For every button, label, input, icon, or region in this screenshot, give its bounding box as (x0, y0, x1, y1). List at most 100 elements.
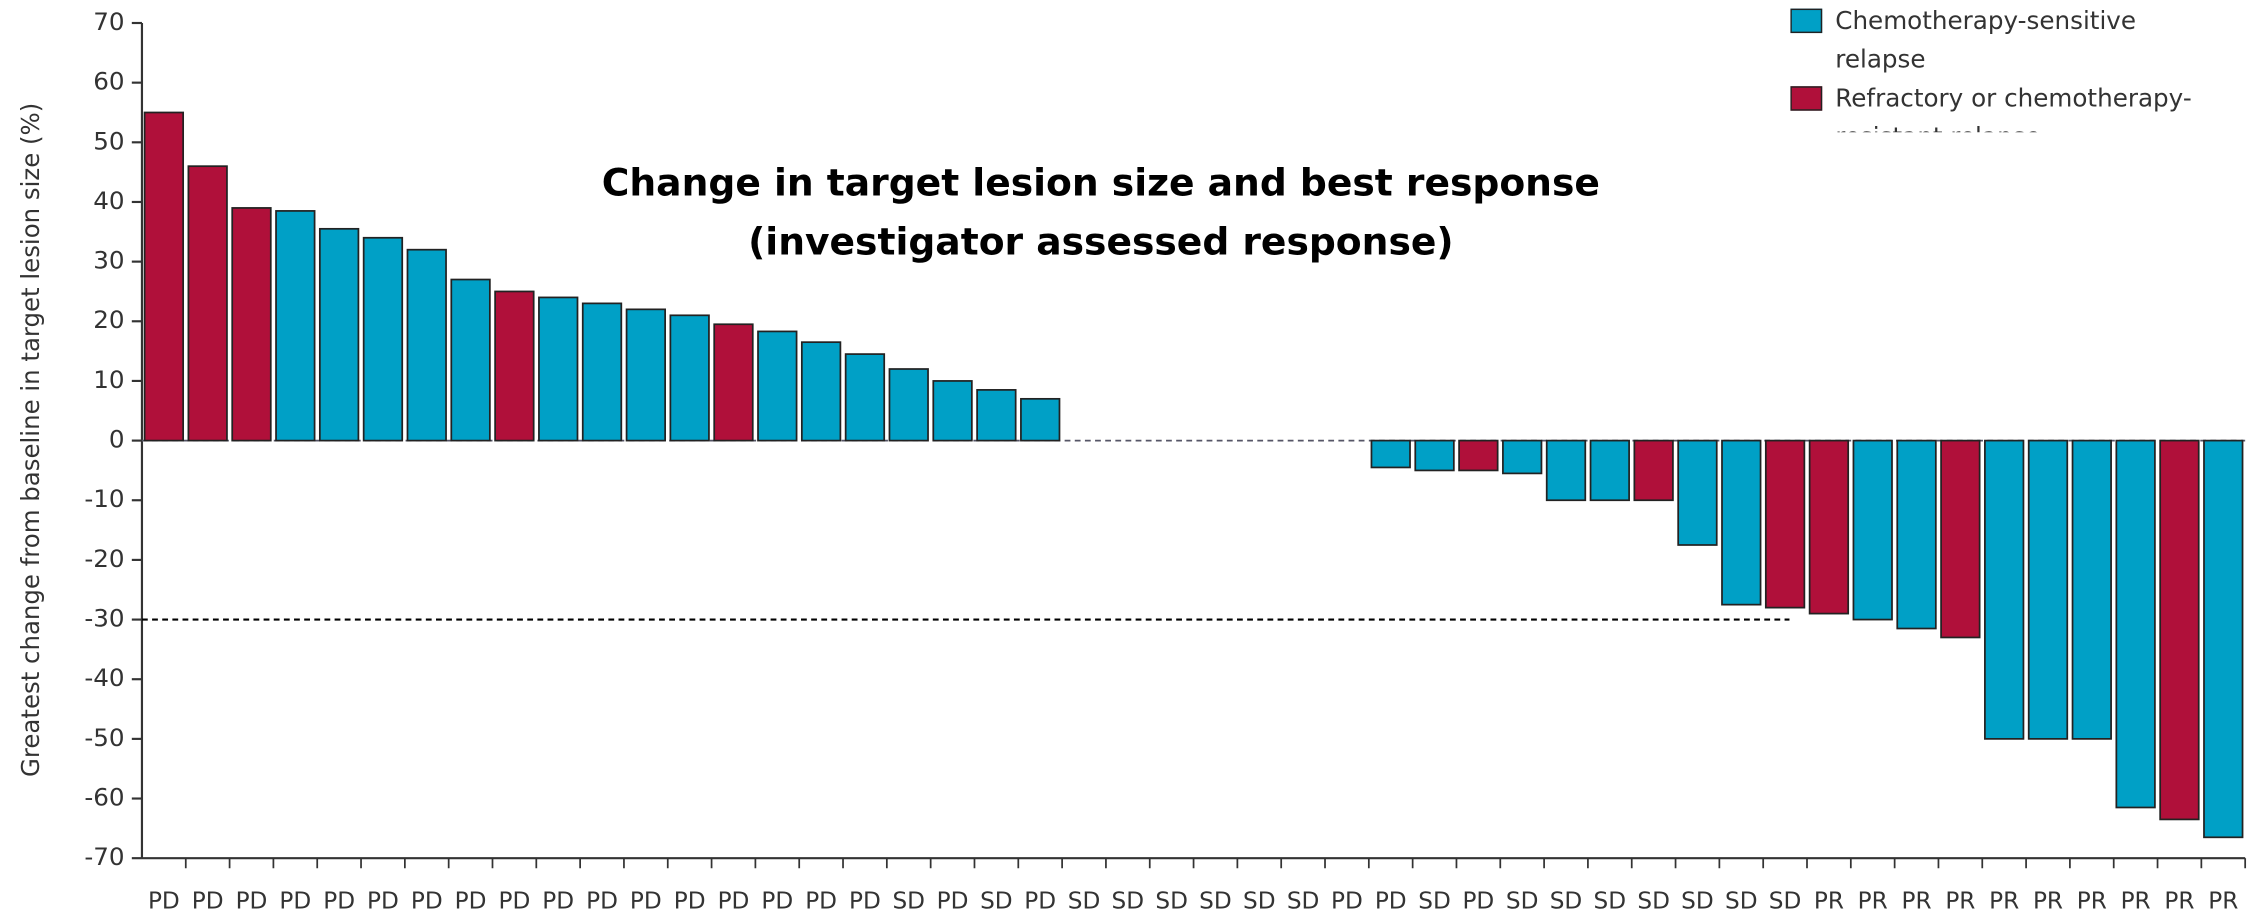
legend-item: Chemotherapy-sensitive relapse (1790, 3, 2254, 81)
x-tick-label: PD (1024, 889, 1056, 915)
x-tick-label: PD (761, 889, 793, 915)
bar (406, 248, 447, 442)
x-tick-label: PR (1945, 889, 1975, 915)
bar (362, 236, 404, 442)
x-tick-label: SD (980, 889, 1013, 915)
x-tick-label: PR (2077, 889, 2107, 915)
bar (1808, 439, 1850, 615)
x-tick-label: PD (849, 889, 881, 915)
bar (757, 330, 798, 442)
x-tick-label: PR (2164, 889, 2194, 915)
bar (187, 165, 228, 442)
bar (1852, 439, 1893, 621)
bar (1545, 439, 1587, 502)
bar (713, 323, 754, 442)
y-tick-label: -50 (84, 723, 124, 752)
y-tick-label: -30 (84, 604, 124, 633)
bar (1414, 439, 1455, 472)
x-tick-label: SD (1637, 889, 1670, 915)
y-tick-label: 60 (93, 67, 124, 96)
bar (1940, 439, 1981, 639)
bar (1721, 439, 1762, 606)
y-tick-label: 30 (93, 246, 124, 275)
x-tick-label: PD (805, 889, 837, 915)
bar (844, 353, 886, 442)
x-tick-label: SD (1199, 889, 1232, 915)
y-tick-label: -70 (84, 842, 124, 871)
bar (318, 227, 360, 442)
x-tick-label: SD (1155, 889, 1188, 915)
bar (800, 341, 842, 442)
x-tick-label: PR (1989, 889, 2019, 915)
x-tick-label: PD (498, 889, 530, 915)
legend-swatch (1790, 86, 1823, 111)
bar (932, 380, 973, 442)
x-tick-label: PR (1858, 889, 1888, 915)
x-tick-label: SD (1594, 889, 1627, 915)
x-tick-label: SD (1112, 889, 1145, 915)
y-tick-label: -60 (84, 783, 124, 812)
bar (2203, 439, 2244, 839)
x-tick-label: PD (542, 889, 574, 915)
x-tick-label: PR (2033, 889, 2063, 915)
bar (581, 302, 623, 442)
x-tick-label: SD (1506, 889, 1539, 915)
bar (231, 207, 272, 442)
y-axis-label: Greatest change from baseline in target … (16, 103, 45, 777)
x-tick-label: PD (192, 889, 224, 915)
x-tick-label: PR (2121, 889, 2151, 915)
bar (1633, 439, 1674, 502)
x-tick-label: PD (718, 889, 750, 915)
bar (143, 111, 185, 442)
x-tick-label: PD (1375, 889, 1407, 915)
bar (976, 389, 1017, 442)
x-tick-label: PD (630, 889, 662, 915)
bar (2115, 439, 2156, 809)
bar (1370, 439, 1411, 469)
x-tick-label: PD (411, 889, 443, 915)
x-tick-label: SD (892, 889, 925, 915)
y-tick-label: 20 (93, 305, 124, 334)
bar (1589, 439, 1630, 502)
x-tick-label: PD (1331, 889, 1363, 915)
x-tick-label: PD (1462, 889, 1494, 915)
x-tick-label: SD (1550, 889, 1583, 915)
x-tick-label: PD (148, 889, 180, 915)
x-tick-label: SD (1681, 889, 1714, 915)
x-tick-label: SD (1725, 889, 1758, 915)
bar (1896, 439, 1937, 630)
y-tick-label: -40 (84, 663, 124, 692)
x-tick-label: PD (323, 889, 355, 915)
legend-label: Refractory or chemotherapy-resistant rel… (1835, 84, 2192, 132)
legend-box: Chemotherapy-sensitive relapse Refractory… (1790, 3, 2254, 132)
x-tick-label: PR (2208, 889, 2238, 915)
x-tick-label: PD (455, 889, 487, 915)
bar (1458, 439, 1499, 472)
bar (1502, 439, 1543, 475)
y-tick-label: -20 (84, 544, 124, 573)
y-tick-label: -10 (84, 484, 124, 513)
chart-title: (investigator assessed response) (748, 220, 1454, 264)
x-tick-label: SD (1287, 889, 1320, 915)
x-tick-label: PD (674, 889, 706, 915)
y-tick-label: 40 (93, 186, 124, 215)
bar (888, 368, 929, 442)
x-tick-label: PD (937, 889, 969, 915)
x-tick-label: PR (1814, 889, 1844, 915)
y-tick-label: 70 (93, 7, 124, 36)
bar (1984, 439, 2025, 740)
x-tick-label: SD (1068, 889, 1101, 915)
bar (538, 296, 579, 442)
legend-swatch (1790, 8, 1823, 34)
x-tick-label: PD (279, 889, 311, 915)
y-tick-label: 0 (109, 425, 125, 454)
y-tick-label: 10 (93, 365, 124, 394)
x-tick-label: SD (1243, 889, 1276, 915)
x-tick-label: PD (367, 889, 399, 915)
bar (2071, 439, 2112, 740)
bar (1677, 439, 1718, 546)
x-tick-label: SD (1418, 889, 1451, 915)
bar (275, 210, 316, 442)
